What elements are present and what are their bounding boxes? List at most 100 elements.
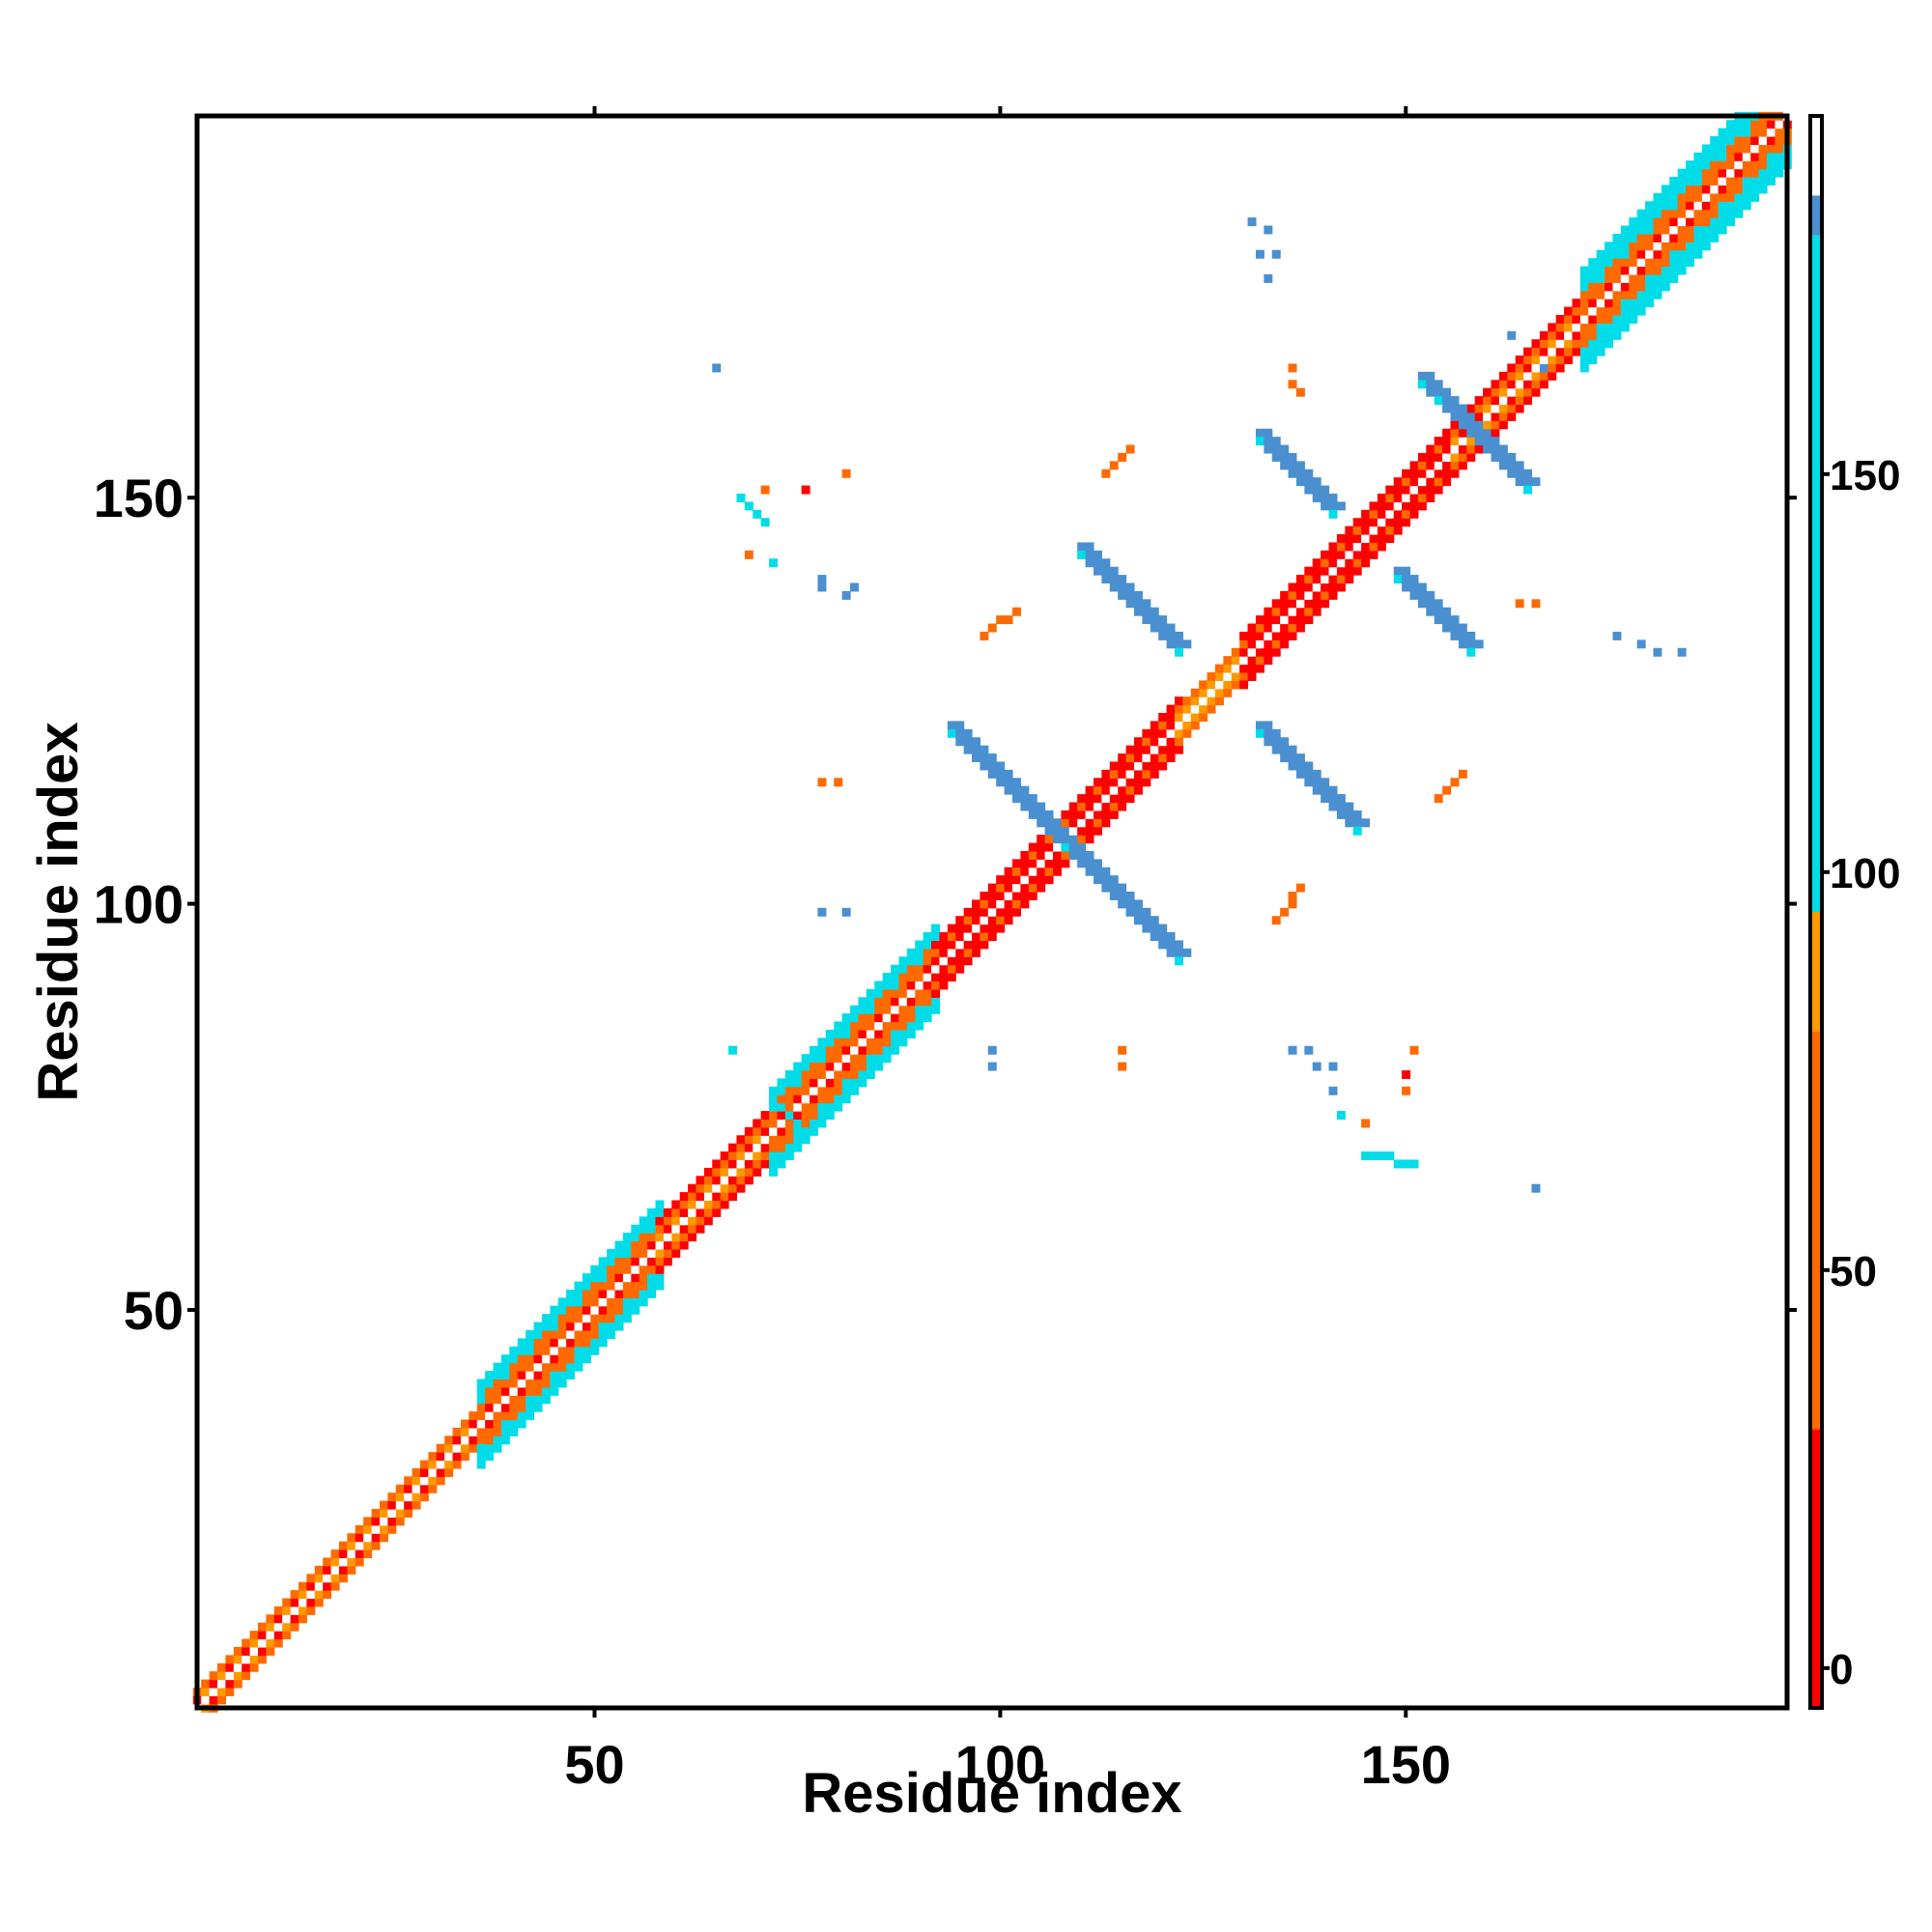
- heatmap-cell: [1402, 582, 1411, 592]
- heatmap-cell: [607, 1297, 616, 1307]
- heatmap-cell: [1458, 461, 1467, 470]
- heatmap-cell: [1118, 575, 1127, 584]
- heatmap-cell: [1669, 177, 1679, 186]
- heatmap-cell: [485, 1371, 495, 1380]
- heatmap-cell: [1239, 631, 1249, 640]
- heatmap-cell: [1426, 461, 1435, 470]
- heatmap-cell: [1417, 590, 1427, 600]
- heatmap-cell: [1312, 485, 1321, 495]
- heatmap-cell: [696, 1208, 705, 1217]
- heatmap-cell: [1539, 347, 1548, 356]
- heatmap-cell: [1352, 826, 1362, 836]
- heatmap-cell: [1620, 323, 1630, 332]
- heatmap-cell: [769, 1135, 779, 1145]
- heatmap-cell: [825, 1102, 835, 1112]
- heatmap-cell: [1020, 867, 1030, 876]
- heatmap-cell: [1686, 168, 1695, 178]
- heatmap-cell: [566, 1354, 576, 1364]
- heatmap-cell: [1336, 566, 1346, 576]
- heatmap-cell: [469, 1435, 478, 1445]
- heatmap-cell: [996, 923, 1006, 933]
- heatmap-cell: [574, 1305, 583, 1315]
- heatmap-cell: [1734, 192, 1744, 202]
- heatmap-cell: [590, 1346, 600, 1355]
- heatmap-cell: [906, 980, 916, 990]
- heatmap-cell: [1288, 582, 1297, 592]
- heatmap-cell: [1174, 721, 1183, 730]
- heatmap-cell: [1158, 623, 1168, 633]
- heatmap-cell: [841, 1029, 851, 1038]
- heatmap-cell: [639, 1297, 648, 1307]
- heatmap-cell: [1434, 794, 1443, 804]
- heatmap-cell: [1742, 192, 1751, 202]
- heatmap-cell: [1174, 639, 1183, 649]
- heatmap-cell: [1393, 575, 1403, 584]
- heatmap-cell: [1393, 509, 1403, 519]
- heatmap-cell: [1483, 396, 1492, 406]
- heatmap-cell: [1417, 477, 1427, 487]
- heatmap-cell: [1166, 753, 1176, 763]
- heatmap-cell: [1515, 396, 1524, 406]
- heatmap-cell: [1077, 810, 1087, 819]
- heatmap-cell: [1174, 956, 1183, 966]
- heatmap-cell: [1572, 347, 1581, 356]
- heatmap-cell: [1125, 778, 1135, 787]
- heatmap-cell: [1686, 192, 1695, 202]
- heatmap-cell: [1288, 469, 1297, 478]
- heatmap-cell: [1458, 428, 1467, 438]
- heatmap-cell: [1636, 282, 1646, 292]
- heatmap-cell: [1077, 802, 1087, 811]
- heatmap-cell: [1686, 225, 1695, 235]
- heatmap-cell: [298, 1598, 307, 1607]
- heatmap-cell: [419, 1460, 429, 1469]
- heatmap-cell: [217, 1695, 226, 1705]
- heatmap-cell: [1101, 785, 1111, 795]
- heatmap-cell: [655, 1281, 665, 1291]
- heatmap-cell: [1295, 607, 1305, 616]
- heatmap-cell: [1037, 859, 1046, 868]
- heatmap-cell: [1295, 582, 1305, 592]
- heatmap-cell: [898, 997, 908, 1007]
- heatmap-cell: [1012, 899, 1021, 909]
- heatmap-cell: [444, 1435, 454, 1445]
- heatmap-cell: [1661, 192, 1670, 202]
- heatmap-cell: [273, 1622, 283, 1632]
- heatmap-cell: [1434, 461, 1443, 470]
- heatmap-cell: [1718, 192, 1727, 202]
- heatmap-cell: [1701, 185, 1711, 194]
- heatmap-cell: [639, 1257, 648, 1266]
- heatmap-cell: [1385, 509, 1395, 519]
- heatmap-cell: [347, 1565, 356, 1575]
- heatmap-cell: [866, 1045, 875, 1055]
- heatmap-cell: [1028, 810, 1037, 819]
- heatmap-cell: [1498, 461, 1508, 470]
- heatmap-cell: [1402, 518, 1411, 527]
- heatmap-cell: [1515, 477, 1524, 487]
- heatmap-cell: [1321, 794, 1330, 804]
- heatmap-cell: [923, 948, 932, 957]
- heatmap-cell: [1693, 242, 1703, 251]
- heatmap-cell: [1312, 566, 1321, 576]
- heatmap-cell: [395, 1509, 405, 1518]
- heatmap-cell: [526, 1330, 535, 1340]
- heatmap-cell: [460, 1452, 469, 1462]
- heatmap-cell: [1661, 225, 1670, 235]
- heatmap-cell: [1271, 631, 1281, 640]
- heatmap-cell: [996, 778, 1006, 787]
- heatmap-cell: [1507, 396, 1517, 406]
- heatmap-cell: [1280, 615, 1290, 625]
- heatmap-cell: [485, 1435, 495, 1445]
- heatmap-cell: [541, 1338, 551, 1348]
- heatmap-cell: [1686, 217, 1695, 227]
- heatmap-cell: [1352, 818, 1362, 828]
- heatmap-cell: [972, 737, 980, 747]
- heatmap-cell: [1612, 282, 1622, 292]
- heatmap-cell: [1158, 932, 1168, 942]
- heatmap-cell: [526, 1378, 535, 1388]
- heatmap-cell: [485, 1378, 495, 1388]
- heatmap-cell: [1264, 615, 1273, 625]
- heatmap-cell: [736, 1143, 746, 1152]
- heatmap-cell: [282, 1614, 292, 1624]
- heatmap-cell: [1750, 136, 1760, 146]
- heatmap-cell: [882, 1037, 892, 1047]
